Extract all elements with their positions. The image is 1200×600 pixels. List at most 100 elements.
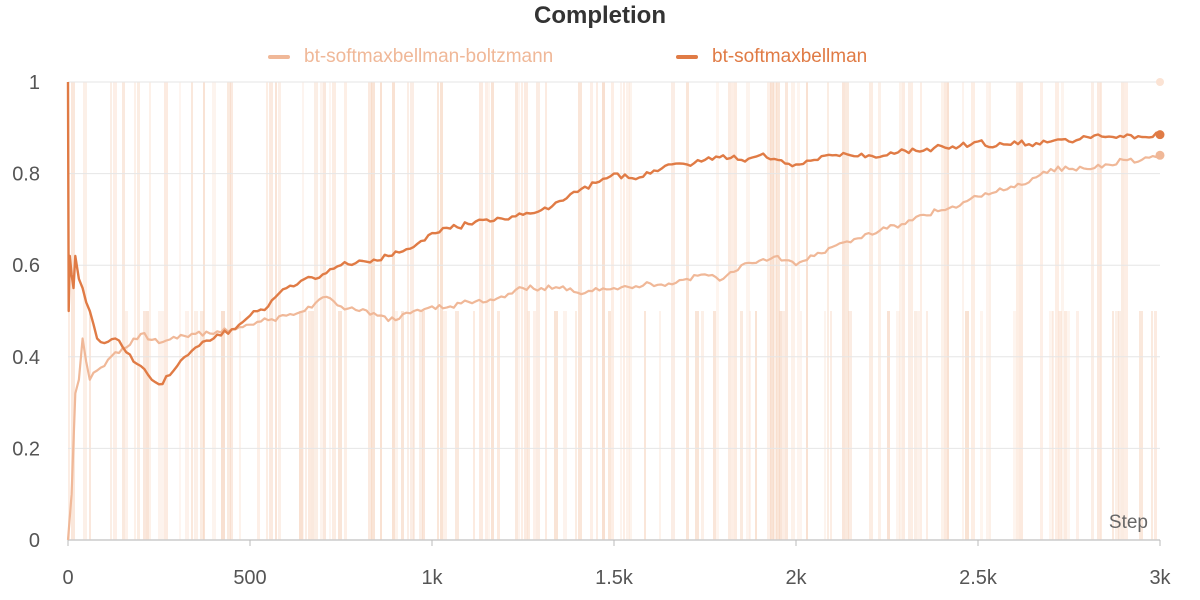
raw-band bbox=[695, 311, 699, 540]
raw-band bbox=[395, 311, 398, 540]
raw-band bbox=[68, 311, 70, 540]
raw-band bbox=[113, 82, 117, 540]
raw-band bbox=[380, 82, 382, 540]
raw-band bbox=[1016, 82, 1019, 540]
raw-band bbox=[800, 311, 802, 540]
raw-band bbox=[230, 82, 233, 540]
raw-band bbox=[1124, 82, 1128, 540]
raw-band bbox=[1091, 82, 1094, 540]
raw-band bbox=[911, 82, 913, 540]
legend-item-boltzmann[interactable]: bt-softmaxbellman-boltzmann bbox=[268, 46, 553, 68]
chart-legend: bt-softmaxbellman-boltzmann bt-softmaxbe… bbox=[0, 46, 1200, 72]
raw-band bbox=[1139, 311, 1143, 540]
raw-band bbox=[179, 82, 181, 540]
raw-band bbox=[83, 82, 87, 540]
raw-band bbox=[590, 82, 593, 540]
raw-band bbox=[440, 82, 443, 540]
raw-band bbox=[125, 311, 128, 540]
raw-band bbox=[611, 82, 614, 540]
raw-band bbox=[716, 82, 719, 540]
raw-band bbox=[257, 311, 260, 540]
raw-band bbox=[89, 311, 91, 540]
raw-band bbox=[746, 82, 750, 540]
raw-band bbox=[986, 82, 989, 540]
raw-band bbox=[329, 82, 331, 540]
raw-band bbox=[629, 82, 632, 540]
y-tick-label: 0.6 bbox=[12, 255, 40, 277]
series-line-softmaxbellman bbox=[66, 81, 1161, 386]
raw-band bbox=[845, 82, 849, 540]
raw-band bbox=[554, 311, 558, 540]
raw-band bbox=[728, 82, 731, 540]
raw-band bbox=[1058, 311, 1062, 540]
raw-band bbox=[437, 82, 439, 540]
series-line-boltzmann bbox=[66, 154, 1161, 541]
raw-band bbox=[110, 82, 112, 540]
legend-swatch-softmaxbellman bbox=[676, 55, 698, 59]
raw-band bbox=[1064, 311, 1067, 540]
raw-band bbox=[401, 311, 404, 540]
raw-band bbox=[392, 82, 395, 540]
raw-band bbox=[266, 82, 268, 540]
raw-band bbox=[962, 82, 964, 540]
raw-band bbox=[926, 311, 928, 540]
raw-band bbox=[1118, 311, 1121, 540]
raw-band bbox=[527, 311, 530, 540]
raw-band bbox=[422, 311, 425, 540]
raw-band bbox=[536, 82, 540, 540]
raw-band bbox=[311, 311, 314, 540]
raw-band bbox=[1100, 82, 1102, 540]
raw-band bbox=[518, 82, 520, 540]
raw-band bbox=[419, 311, 423, 540]
series-endpoint-boltzmann bbox=[1155, 150, 1165, 160]
raw-band bbox=[305, 311, 307, 540]
raw-band bbox=[767, 82, 771, 540]
raw-band bbox=[479, 82, 483, 540]
raw-band bbox=[608, 311, 611, 540]
raw-band bbox=[806, 82, 808, 540]
raw-band bbox=[785, 82, 788, 540]
raw-band bbox=[515, 82, 518, 540]
raw-band bbox=[734, 82, 737, 540]
raw-band bbox=[782, 311, 785, 540]
x-tick-label: 1k bbox=[421, 567, 443, 589]
legend-item-softmaxbellman[interactable]: bt-softmaxbellman bbox=[676, 46, 867, 68]
raw-band bbox=[545, 82, 547, 540]
raw-band bbox=[368, 82, 372, 540]
raw-band bbox=[200, 311, 204, 540]
raw-band bbox=[521, 82, 523, 540]
raw-band bbox=[941, 82, 944, 540]
raw-band bbox=[1061, 82, 1064, 540]
raw-band bbox=[1049, 311, 1053, 540]
raw-band bbox=[212, 82, 216, 540]
raw-band bbox=[848, 311, 852, 540]
x-tick-label: 0 bbox=[62, 567, 73, 589]
raw-band bbox=[275, 82, 277, 540]
raw-band bbox=[797, 82, 800, 540]
y-tick-label: 0 bbox=[29, 530, 40, 552]
legend-label-boltzmann: bt-softmaxbellman-boltzmann bbox=[304, 46, 554, 67]
raw-band bbox=[755, 311, 757, 540]
raw-band bbox=[971, 82, 975, 540]
x-tick-label: 1.5k bbox=[595, 567, 634, 589]
raw-band bbox=[1076, 311, 1079, 540]
raw-band bbox=[749, 311, 751, 540]
raw-band bbox=[644, 311, 646, 540]
raw-band bbox=[980, 311, 983, 540]
raw-band bbox=[1040, 82, 1043, 540]
raw-band bbox=[563, 311, 567, 540]
chart-title: Completion bbox=[534, 2, 666, 29]
raw-band bbox=[323, 82, 326, 540]
raw-band bbox=[308, 311, 311, 540]
raw-band bbox=[770, 82, 774, 540]
x-tick-label: 3k bbox=[1149, 567, 1171, 589]
x-tick-label: 500 bbox=[233, 567, 266, 589]
raw-band bbox=[1067, 311, 1070, 540]
raw-band bbox=[899, 82, 902, 540]
raw-band bbox=[164, 82, 168, 540]
raw-band bbox=[944, 82, 947, 540]
raw-band bbox=[602, 82, 605, 540]
raw-band bbox=[413, 311, 415, 540]
